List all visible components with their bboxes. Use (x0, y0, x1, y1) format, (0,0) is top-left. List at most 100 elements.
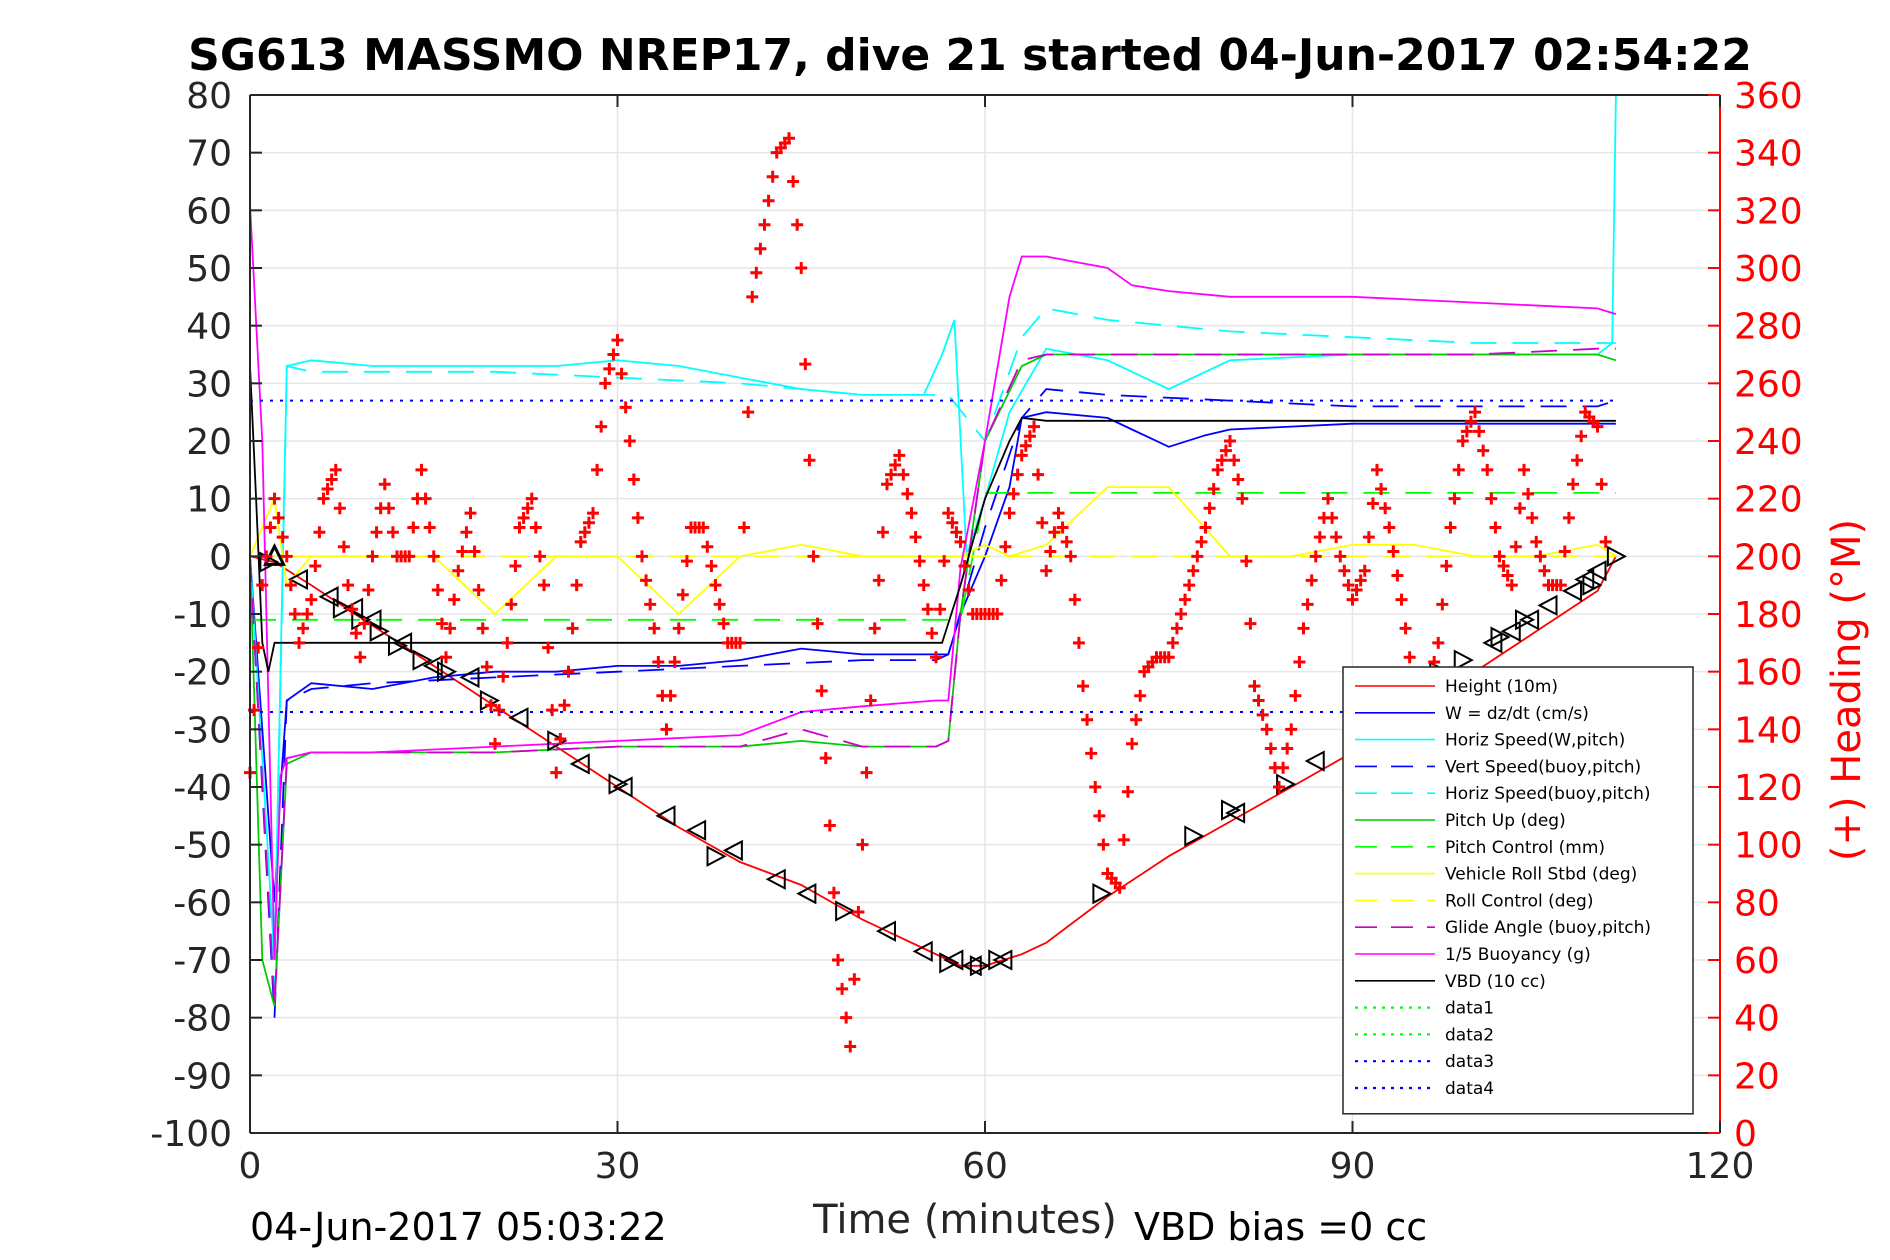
left-triangle-marker (1518, 609, 1540, 631)
heading-plus-marker (1134, 689, 1147, 702)
left-triangle-marker (722, 839, 743, 862)
heading-plus-marker (1203, 502, 1216, 515)
right-y-tick-label: 360 (1734, 76, 1803, 117)
heading-plus-marker (1326, 511, 1339, 524)
heading-plus-marker (848, 973, 861, 986)
x-tick-label: 30 (595, 1146, 641, 1187)
heading-plus-marker (276, 531, 289, 544)
heading-plus-marker (1464, 415, 1477, 428)
heading-plus-marker (1126, 737, 1138, 750)
heading-plus-marker (587, 507, 599, 520)
heading-plus-marker (1375, 483, 1388, 496)
heading-plus-marker (680, 555, 693, 568)
heading-plus-marker (1334, 550, 1347, 563)
heading-plus-marker (627, 473, 640, 486)
heading-plus-marker (329, 463, 342, 476)
heading-plus-marker (762, 194, 775, 207)
right-triangle-marker (412, 649, 433, 671)
right-triangle-marker (437, 661, 458, 683)
heading-plus-marker (897, 468, 910, 481)
heading-plus-marker (595, 420, 608, 433)
heading-plus-marker (497, 670, 510, 683)
heading-plus-marker (1113, 881, 1126, 894)
heading-plus-marker (1015, 449, 1028, 462)
heading-plus-marker (619, 401, 632, 414)
heading-plus-marker (538, 579, 550, 592)
heading-plus-marker (484, 699, 497, 712)
right-triangle-marker (1092, 883, 1113, 905)
heading-plus-marker (999, 540, 1012, 553)
heading-plus-marker (317, 492, 330, 505)
heading-plus-marker (1428, 656, 1441, 669)
heading-plus-marker (652, 656, 665, 669)
heading-plus-marker (546, 704, 559, 717)
heading-plus-marker (860, 766, 873, 779)
series-w (249, 411, 1616, 903)
y-tick-label: -70 (173, 941, 232, 982)
heading-plus-marker (456, 545, 469, 558)
heading-plus-marker (1003, 507, 1016, 520)
heading-plus-marker (791, 218, 804, 231)
heading-plus-marker (901, 487, 914, 500)
right-triangle-marker (706, 845, 727, 867)
heading-plus-marker (950, 526, 963, 539)
heading-plus-marker (1179, 593, 1192, 606)
legend-entry-label: VBD (10 cc) (1445, 972, 1546, 992)
y-tick-label: 30 (186, 364, 232, 405)
heading-plus-marker (1191, 550, 1204, 563)
heading-plus-marker (754, 242, 767, 255)
legend-entry-label: Vert Speed(buoy,pitch) (1445, 757, 1641, 777)
heading-plus-marker (1305, 574, 1318, 587)
heading-plus-marker (578, 526, 591, 539)
heading-plus-marker (946, 516, 959, 529)
heading-plus-marker (607, 348, 620, 361)
heading-plus-marker (1183, 579, 1196, 592)
heading-plus-marker (881, 478, 893, 491)
y-tick-label: 80 (186, 76, 232, 117)
heading-plus-marker (1309, 550, 1322, 563)
heading-plus-marker (925, 627, 938, 640)
heading-plus-marker (1505, 579, 1518, 592)
right-triangle-marker (988, 949, 1009, 971)
right-y-tick-label: 160 (1734, 653, 1803, 694)
heading-plus-marker (342, 579, 354, 592)
left-triangle-marker (961, 955, 982, 977)
legend-entry-label: Pitch Up (deg) (1445, 811, 1566, 831)
heading-plus-marker (783, 132, 795, 145)
heading-plus-marker (1595, 478, 1608, 491)
footer-timestamp: 04-Jun-2017 05:03:22 (250, 1205, 667, 1249)
heading-plus-marker (472, 583, 485, 596)
heading-plus-marker (1354, 574, 1367, 587)
heading-plus-marker (1032, 468, 1045, 481)
right-y-tick-label: 340 (1734, 134, 1803, 175)
heading-plus-marker (1236, 492, 1249, 505)
heading-plus-marker (252, 641, 265, 654)
series-vert-speed-buoy (249, 388, 1617, 1018)
heading-plus-marker (1130, 713, 1143, 726)
heading-plus-marker (1289, 689, 1302, 702)
x-tick-label: 90 (1330, 1146, 1376, 1187)
heading-plus-marker (636, 550, 648, 563)
right-y-tick-label: 200 (1734, 537, 1803, 578)
heading-plus-marker (1215, 454, 1228, 467)
heading-plus-marker (1060, 535, 1073, 548)
heading-plus-marker (1207, 483, 1220, 496)
heading-plus-marker (280, 550, 293, 563)
heading-plus-marker (750, 266, 763, 279)
y-tick-label: 70 (186, 134, 232, 175)
heading-plus-marker (954, 535, 967, 548)
right-y-tick-label: 40 (1734, 999, 1780, 1040)
heading-plus-marker (905, 507, 918, 520)
heading-plus-marker (746, 290, 759, 303)
heading-plus-marker (1571, 454, 1584, 467)
heading-plus-marker (1211, 463, 1224, 476)
heading-plus-marker (1436, 598, 1449, 611)
heading-plus-marker (1293, 656, 1306, 669)
legend-entry-label: Horiz Speed(buoy,pitch) (1445, 784, 1651, 804)
heading-plus-marker (1040, 564, 1053, 577)
left-triangle-marker (1586, 560, 1607, 582)
heading-plus-marker (1007, 487, 1020, 500)
right-triangle-marker (835, 900, 856, 922)
heading-plus-marker (591, 463, 604, 476)
heading-plus-marker (321, 483, 334, 496)
